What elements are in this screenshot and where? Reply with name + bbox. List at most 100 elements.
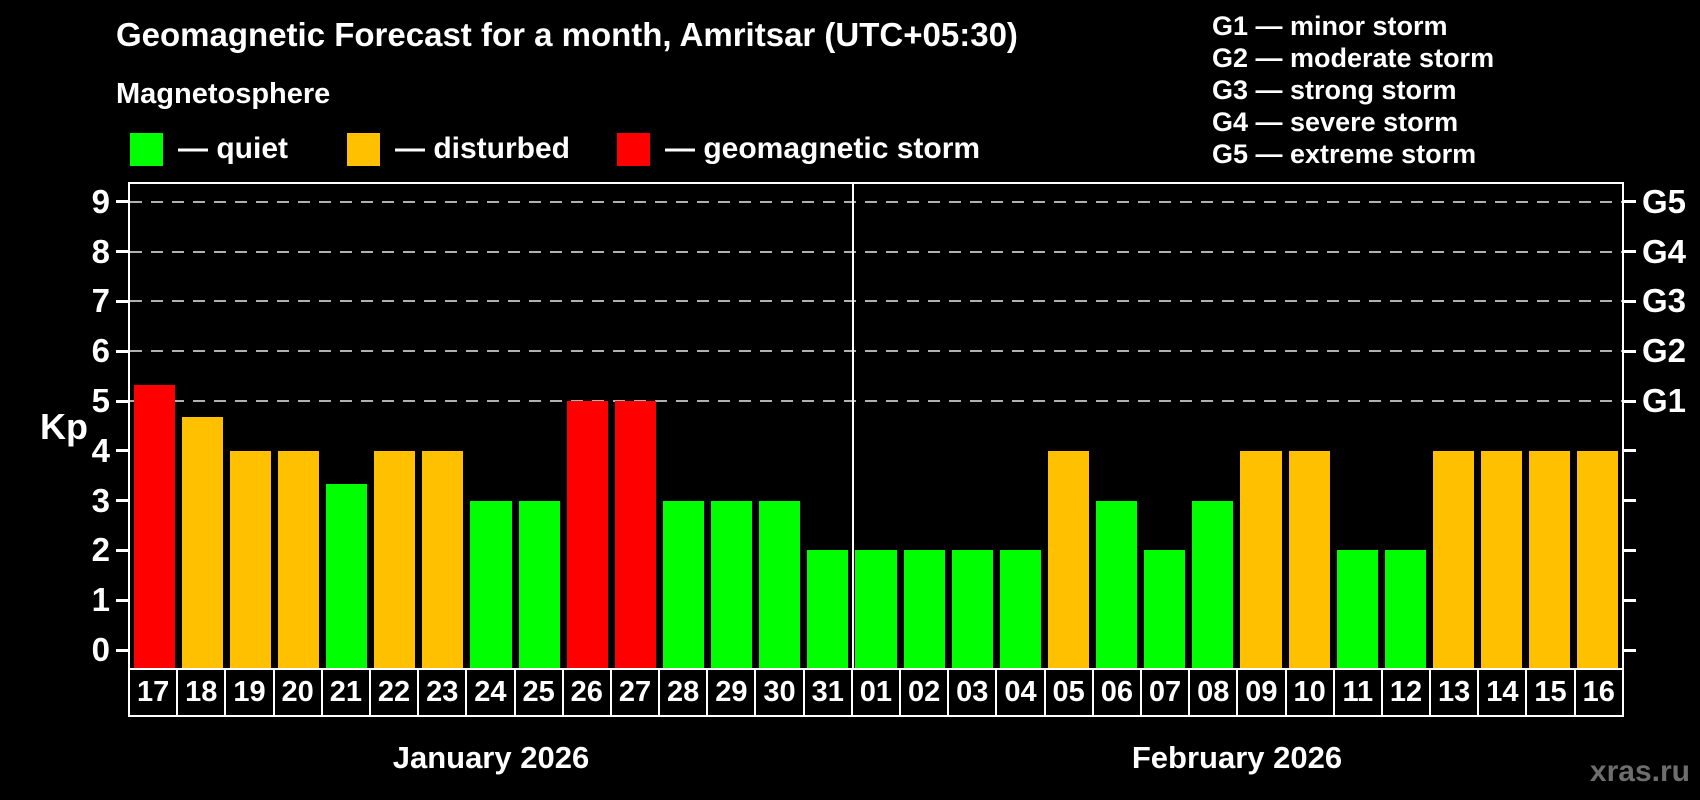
g-legend-line-g4: G4 — severe storm: [1212, 107, 1459, 137]
day-cell-08: 08: [1188, 668, 1239, 717]
day-cell-30: 30: [754, 668, 805, 717]
kp-bar-day-25: [518, 500, 560, 668]
day-cell-13: 13: [1429, 668, 1480, 717]
kp-bar-day-31: [807, 550, 849, 668]
g-scale-legend: G1 — minor storm G2 — moderate storm G3 — …: [1212, 10, 1494, 170]
day-cell-06: 06: [1091, 668, 1142, 717]
g-label-G1: G1: [1642, 382, 1687, 419]
ytick-label-5: 5: [91, 382, 110, 419]
kp-bar-day-15: [1529, 450, 1571, 668]
ytick-label-6: 6: [91, 332, 110, 370]
day-cell-03: 03: [947, 668, 998, 717]
kp-bar-day-30: [759, 500, 801, 668]
day-cell-11: 11: [1332, 668, 1383, 717]
right-tick-0: [1624, 648, 1636, 652]
left-tick-1: [116, 598, 128, 602]
kp-axis-label: Kp: [40, 406, 88, 447]
legend-item-storm: — geomagnetic storm: [617, 132, 980, 166]
ytick-label-4: 4: [91, 431, 110, 469]
day-cell-21: 21: [320, 668, 371, 717]
left-tick-9: [116, 200, 128, 204]
left-tick-2: [116, 548, 128, 552]
left-tick-6: [116, 349, 128, 353]
day-cell-15: 15: [1525, 668, 1576, 717]
ytick-label-7: 7: [91, 282, 110, 320]
day-cell-10: 10: [1284, 668, 1335, 717]
legend-item-disturbed: — disturbed: [347, 132, 570, 166]
right-tick-7: [1624, 299, 1636, 303]
kp-bar-day-14: [1481, 450, 1523, 668]
g-label-G5: G5: [1642, 182, 1687, 220]
day-cell-26: 26: [561, 668, 612, 717]
legend-swatch-storm: [617, 132, 650, 166]
watermark: xras.ru: [1589, 755, 1690, 788]
day-cell-27: 27: [609, 668, 661, 717]
right-tick-6: [1624, 349, 1636, 353]
g-legend-line-g5: G5 — extreme storm: [1212, 139, 1477, 169]
legend-label-storm: — geomagnetic storm: [665, 132, 981, 165]
kp-bar-day-29: [711, 500, 753, 668]
day-cell-17: 17: [128, 668, 179, 717]
gridline-kp-6: [130, 350, 1622, 353]
gridline-kp-8: [130, 250, 1622, 253]
day-cell-25: 25: [513, 668, 564, 717]
month-label-january: January 2026: [392, 740, 590, 775]
right-tick-5: [1624, 399, 1636, 403]
kp-bar-day-05: [1047, 450, 1090, 668]
kp-bar-day-16: [1577, 450, 1619, 668]
day-cell-23: 23: [417, 668, 468, 717]
ytick-label-0: 0: [91, 631, 110, 668]
ytick-label-2: 2: [91, 531, 110, 569]
kp-bar-day-13: [1432, 450, 1475, 668]
kp-bar-day-18: [181, 417, 223, 668]
right-tick-3: [1624, 499, 1636, 503]
day-cell-12: 12: [1380, 668, 1432, 717]
day-cell-29: 29: [706, 668, 757, 717]
left-tick-3: [116, 499, 128, 503]
day-cell-07: 07: [1139, 668, 1191, 717]
month-divider-line: [851, 184, 854, 668]
g-label-G3: G3: [1642, 282, 1687, 320]
gridline-kp-7: [130, 300, 1622, 303]
day-axis-row: 17 18 19 20 21 22 23 24 25 26 27 28 29 30 31 01 02 03 04 05…: [128, 668, 1624, 717]
ytick-label-9: 9: [91, 182, 110, 220]
legend-label-disturbed: — disturbed: [395, 132, 571, 165]
right-tick-1: [1624, 598, 1636, 602]
left-tick-7: [116, 299, 128, 303]
day-cell-09: 09: [1236, 668, 1287, 717]
legend-swatch-quiet: [130, 132, 163, 166]
g-legend-line-g2: G2 — moderate storm: [1212, 43, 1495, 73]
kp-bar-day-22: [374, 450, 416, 668]
day-cell-24: 24: [465, 668, 516, 717]
day-cell-14: 14: [1477, 668, 1528, 717]
ytick-label-1: 1: [91, 581, 110, 619]
kp-bar-day-23: [422, 450, 464, 668]
gridline-kp-5: [130, 400, 1622, 402]
day-cell-05: 05: [1043, 668, 1094, 717]
magnetosphere-label: Magnetosphere: [116, 78, 331, 110]
kp-bar-day-08: [1192, 500, 1234, 668]
left-tick-8: [116, 250, 128, 254]
kp-bar-day-20: [277, 450, 319, 668]
kp-bar-day-03: [951, 550, 993, 668]
right-tick-9: [1624, 200, 1636, 204]
kp-bar-day-26: [566, 401, 608, 668]
kp-bar-day-07: [1144, 550, 1186, 668]
gridline-kp-9: [130, 200, 1622, 203]
day-cell-20: 20: [272, 668, 323, 717]
kp-bar-day-02: [903, 550, 945, 668]
g-legend-line-g1: G1 — minor storm: [1212, 11, 1448, 41]
kp-bar-day-04: [999, 550, 1041, 668]
day-cell-04: 04: [995, 668, 1046, 717]
legend-label-quiet: — quiet: [178, 132, 288, 165]
left-tick-0: [116, 648, 128, 652]
kp-bar-day-24: [470, 500, 512, 668]
day-cell-01: 01: [850, 668, 901, 717]
left-tick-4: [116, 449, 128, 453]
day-cell-22: 22: [368, 668, 420, 717]
kp-bar-day-09: [1240, 450, 1282, 668]
g-label-G4: G4: [1642, 232, 1687, 270]
kp-bar-day-21: [326, 484, 368, 668]
g-legend-line-g3: G3 — strong storm: [1212, 75, 1457, 105]
